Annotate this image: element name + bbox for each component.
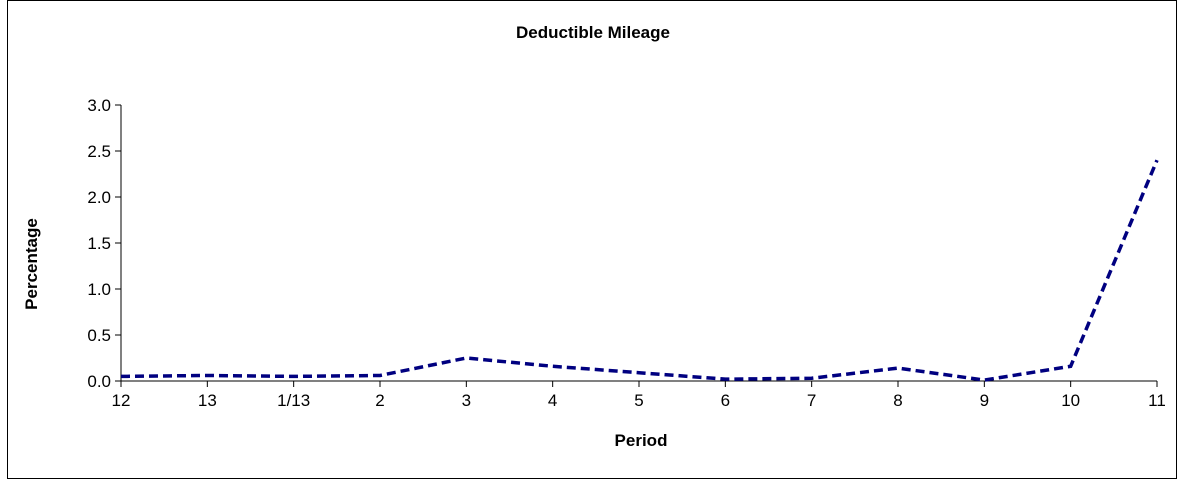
data-point [466,358,467,359]
chart-title: Deductible Mileage [516,23,670,42]
y-axis: 0.0 0.5 1.0 1.5 2.0 2.5 3.0 [87,96,122,391]
y-axis-title: Percentage [22,218,41,310]
x-tick-label: 11 [1148,391,1166,410]
y-tick-label: 1.0 [87,280,111,299]
data-point [725,379,726,380]
x-axis-title: Period [615,431,668,450]
y-tick-label: 0.0 [87,372,111,391]
x-tick-label: 1/13 [277,391,310,410]
x-tick-label: 6 [721,391,730,410]
x-tick-label: 2 [375,391,384,410]
y-tick-label: 2.0 [87,188,111,207]
x-tick-label: 3 [462,391,471,410]
chart-frame [7,0,1177,479]
y-tick-label: 3.0 [87,96,111,115]
y-tick-label: 2.5 [87,142,111,161]
data-point [1157,160,1158,161]
series-group [120,159,1159,382]
x-tick-label: 10 [1061,391,1080,410]
data-point [898,368,899,369]
x-tick-label: 8 [893,391,902,410]
x-tick-label: 9 [980,391,989,410]
x-tick-label: 7 [807,391,816,410]
data-point [121,376,122,377]
data-point [639,372,640,373]
data-point [207,375,208,376]
y-tick-label: 1.5 [87,234,111,253]
series-line [120,159,1159,382]
data-point [1070,366,1071,367]
y-tick-label: 0.5 [87,326,111,345]
x-axis: 12 13 1/13 2 3 4 5 6 7 8 9 10 11 [112,380,1166,410]
data-point [552,366,553,367]
x-tick-label: 4 [548,391,557,410]
data-point [293,376,294,377]
x-tick-label: 12 [112,391,131,410]
x-tick-label: 13 [198,391,217,410]
data-point [984,380,985,381]
data-point [811,378,812,379]
data-point [380,375,381,376]
x-tick-label: 5 [634,391,643,410]
